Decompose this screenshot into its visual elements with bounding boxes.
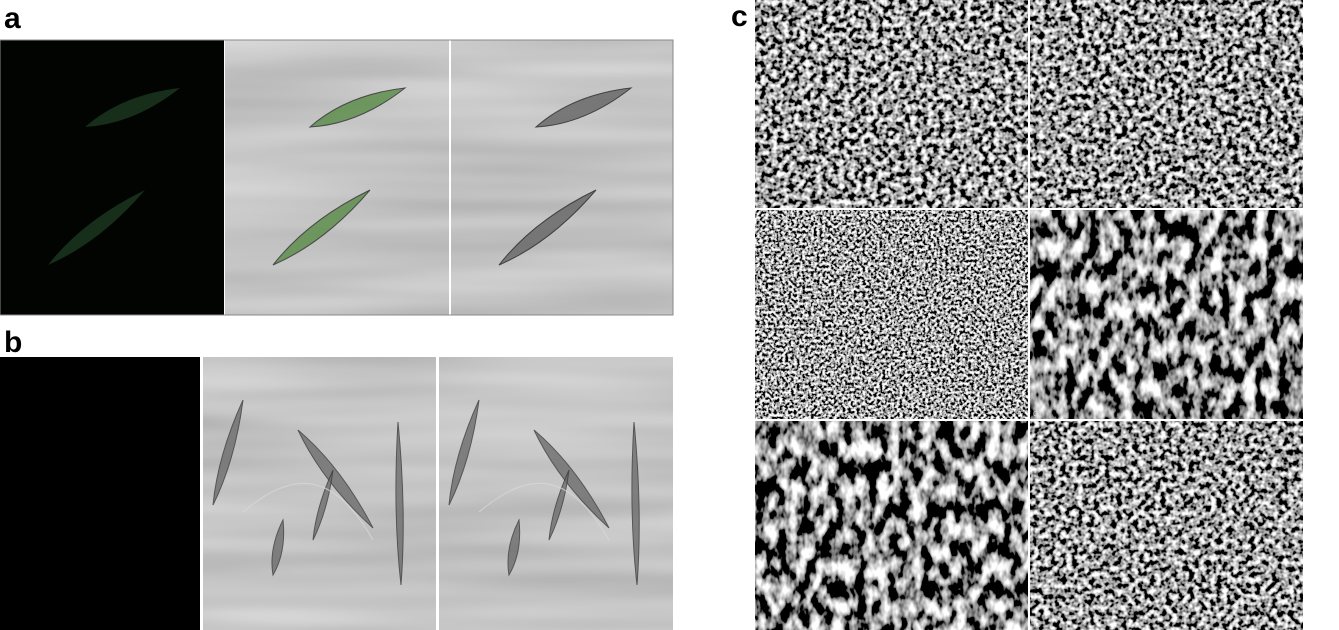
subpanel-label: d bbox=[1033, 408, 1038, 418]
cell bbox=[534, 87, 633, 128]
cell bbox=[297, 429, 374, 529]
cell bbox=[212, 399, 244, 506]
cell bbox=[631, 421, 640, 586]
subpanel-label: e bbox=[758, 619, 763, 629]
cell bbox=[507, 518, 521, 577]
panel-frame bbox=[0, 39, 674, 316]
subpanel-label: c bbox=[758, 408, 763, 418]
cell bbox=[498, 189, 597, 266]
subpanel-label: f bbox=[1033, 619, 1036, 629]
phase-image bbox=[1030, 210, 1303, 419]
subpanel-label: a bbox=[758, 197, 763, 207]
phase-image bbox=[755, 0, 1028, 208]
cells bbox=[212, 399, 640, 586]
phase-image bbox=[1030, 421, 1303, 630]
panel-label: a bbox=[4, 2, 21, 35]
cell bbox=[448, 399, 480, 506]
cell-outline bbox=[242, 482, 374, 541]
cell bbox=[312, 469, 334, 541]
cell bbox=[48, 190, 145, 265]
cell bbox=[395, 421, 404, 586]
cell bbox=[272, 189, 371, 266]
phase-image bbox=[755, 421, 1028, 630]
panel-label: c bbox=[731, 0, 748, 33]
brightfield-image bbox=[451, 40, 673, 315]
cell-outline bbox=[478, 482, 610, 541]
merged-image bbox=[225, 40, 449, 315]
phase-image bbox=[755, 210, 1028, 419]
phase-contrast-grid: a b c d e f bbox=[755, 0, 1303, 630]
subpanel-label: b bbox=[1033, 197, 1038, 207]
cell bbox=[85, 88, 180, 127]
fluorescence-image bbox=[0, 357, 200, 630]
phase-image bbox=[1030, 0, 1303, 208]
cells bbox=[48, 87, 633, 266]
cell bbox=[271, 518, 285, 577]
fluorescence-image bbox=[0, 40, 224, 315]
cell bbox=[308, 87, 407, 128]
cell bbox=[533, 429, 610, 529]
panel-label: b bbox=[4, 326, 22, 359]
cell bbox=[548, 469, 570, 541]
